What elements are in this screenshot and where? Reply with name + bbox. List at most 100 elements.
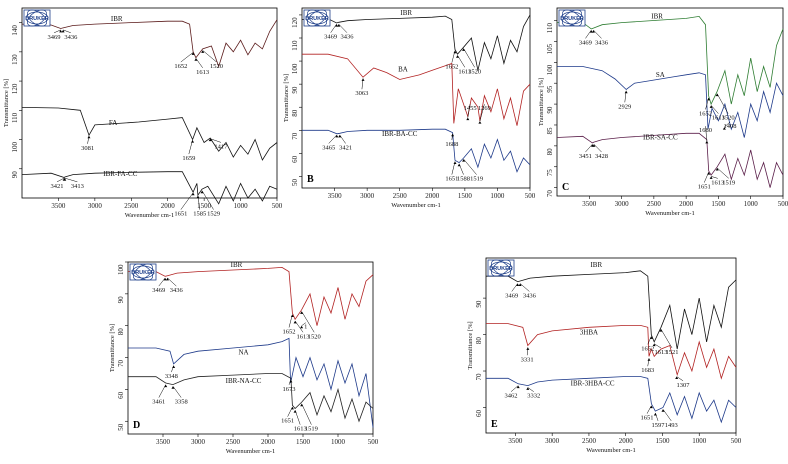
peak-label: 1613 xyxy=(712,115,725,122)
plot-frame xyxy=(556,7,784,197)
bruker-logo: BRUKER xyxy=(487,259,515,277)
x-tick-label: 1000 xyxy=(331,438,346,446)
logo-orbit-1 xyxy=(560,11,584,25)
logo-orbit-1 xyxy=(489,261,513,275)
peak-arrow xyxy=(676,376,684,381)
spectrum-panel-1: 3500 3000 2500 2000 1500 1000 500 90 100 110 120 13… xyxy=(3,7,283,219)
peak-arrowhead xyxy=(335,134,339,138)
y-axis-title: Transmittance [%] xyxy=(283,74,290,122)
peak-arrow xyxy=(463,158,477,175)
peak-arrow xyxy=(511,283,518,292)
peak-label: 1652 xyxy=(641,345,654,352)
y-tick-label: 90 xyxy=(117,296,125,304)
x-tick-label: 3500 xyxy=(156,438,171,446)
x-tick-label: 1500 xyxy=(711,200,726,208)
peak-arrow xyxy=(294,320,304,333)
peak-arrow xyxy=(717,167,729,179)
x-axis-title: Wavenumber cm-1 xyxy=(391,202,440,209)
peak-arrow xyxy=(53,29,61,33)
plot-frame xyxy=(301,7,531,189)
peak-arrowhead xyxy=(526,387,530,390)
peak-label: 3331 xyxy=(521,356,534,363)
peak-arrowhead xyxy=(300,311,304,314)
series-line-ibr xyxy=(128,266,374,326)
logo-text: BRUKER xyxy=(131,270,155,276)
logo-text: BRUKER xyxy=(305,16,329,22)
logo-text: BRUKER xyxy=(489,266,513,272)
y-axis-title: Transmittance [%] xyxy=(538,78,545,126)
peak-label: 1597 xyxy=(652,422,666,429)
peak-arrow xyxy=(301,311,315,333)
peak-arrowhead xyxy=(337,24,341,27)
peak-label: 3428 xyxy=(595,153,608,160)
series-line-fa xyxy=(21,107,278,161)
peak-label: 1680 xyxy=(699,127,712,134)
y-tick-label: 60 xyxy=(291,155,299,163)
peak-label: 3436 xyxy=(340,34,354,41)
peak-label: 1613 xyxy=(711,179,724,186)
peak-label: 3465 xyxy=(322,144,335,151)
y-axis-title: Transmittance [%] xyxy=(109,324,116,372)
peak-arrowhead xyxy=(290,406,294,410)
peak-arrowhead xyxy=(165,277,169,281)
spectrum-panel-5: 3500 3000 2500 2000 1500 1000 500 60 70 80 90 Waven… xyxy=(467,257,742,454)
x-tick-label: 2500 xyxy=(393,192,408,200)
peak-arrowhead xyxy=(293,410,297,413)
y-tick-label: 70 xyxy=(291,132,299,140)
peak-arrow xyxy=(158,277,166,287)
series-label: IBR-FA-CC xyxy=(103,170,137,178)
y-tick-label: 100 xyxy=(546,64,554,75)
y-tick-label: 110 xyxy=(11,112,19,123)
peak-label: 3081 xyxy=(81,145,94,152)
x-tick-label: 500 xyxy=(778,200,788,208)
series-label: IBR xyxy=(590,261,602,269)
peak-label: 1651 xyxy=(281,418,294,425)
series-label: 3HBA xyxy=(580,329,598,337)
peak-arrowhead xyxy=(707,172,711,175)
peak-label: 3436 xyxy=(170,287,184,294)
peak-label: 3421 xyxy=(50,183,63,190)
bruker-logo: BRUKER xyxy=(303,9,331,27)
x-tick-label: 3500 xyxy=(51,202,66,210)
panel-letter: C xyxy=(562,182,569,193)
series-line-ibr-ba-cc xyxy=(302,128,531,173)
peak-arrow xyxy=(662,409,672,422)
y-tick-label: 100 xyxy=(291,63,299,74)
logo-orbit-2 xyxy=(307,9,327,27)
logo-orbit-1 xyxy=(305,11,329,25)
y-tick-label: 130 xyxy=(11,54,19,65)
series-label: IBR-3HBA-CC xyxy=(571,380,615,388)
peak-arrowhead xyxy=(201,50,205,53)
peak-label: 1659 xyxy=(182,155,195,162)
x-tick-label: 3000 xyxy=(545,437,560,445)
peak-arrowhead xyxy=(675,376,679,379)
series-line-ibr-3hba-cc xyxy=(486,376,737,424)
peak-label: 1520 xyxy=(468,68,481,75)
x-tick-label: 500 xyxy=(525,192,536,200)
peak-arrow xyxy=(64,177,78,183)
x-tick-label: 3500 xyxy=(508,437,523,445)
series-label: IBR xyxy=(400,9,412,17)
x-tick-label: 2000 xyxy=(161,202,176,210)
series-label: IBR xyxy=(651,12,663,20)
peak-arrow xyxy=(585,144,593,153)
peak-label: 1493 xyxy=(665,422,678,429)
peak-arrowhead xyxy=(61,29,65,33)
series-label: IBR-NA-CC xyxy=(226,377,262,385)
peak-arrowhead xyxy=(335,24,339,27)
peak-label: 1521 xyxy=(666,349,679,356)
peak-arrow xyxy=(716,93,729,114)
peak-label: 3413 xyxy=(71,183,84,190)
peak-label: 1269 xyxy=(478,105,491,112)
peak-arrow xyxy=(167,277,177,287)
peak-label: 3421 xyxy=(339,144,352,151)
peak-label: 1613 xyxy=(294,426,307,433)
peak-arrowhead xyxy=(59,29,63,33)
logo-orbit-3 xyxy=(27,9,47,27)
peak-label: 3436 xyxy=(595,39,609,46)
plot-frame xyxy=(21,7,278,199)
peak-label: 3348 xyxy=(165,373,178,380)
peak-label: 3332 xyxy=(527,393,540,400)
peak-label: 1651 xyxy=(445,176,458,183)
peak-arrowhead xyxy=(659,329,663,332)
